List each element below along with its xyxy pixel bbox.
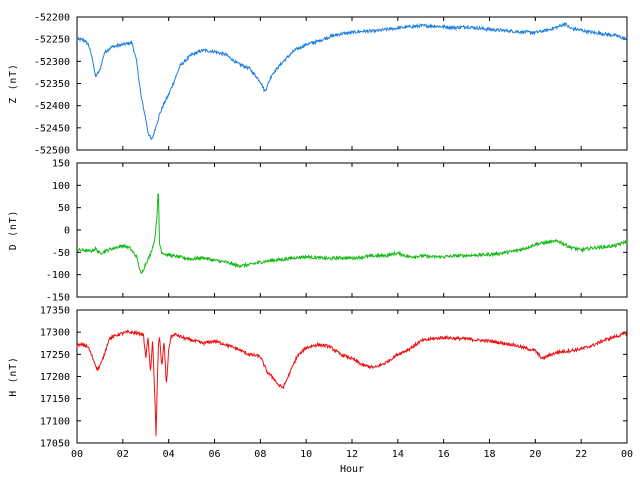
y-tick-label: -52300 — [34, 57, 70, 68]
x-tick-label: 14 — [392, 449, 404, 460]
y-tick-label: 50 — [58, 203, 70, 214]
plot-frame-2 — [76, 309, 628, 444]
x-tick-label: 16 — [438, 449, 450, 460]
y-axis-label: Z (nT) — [8, 63, 19, 103]
y-tick-label: 17300 — [40, 328, 70, 339]
y-tick-label: -52500 — [34, 146, 70, 157]
x-tick-label: 18 — [483, 449, 495, 460]
y-axis-label: H (nT) — [8, 356, 19, 396]
y-tick-label: -52250 — [34, 35, 70, 46]
y-tick-label: 17200 — [40, 372, 70, 383]
y-tick-label: 150 — [52, 159, 70, 170]
y-tick-label: 17050 — [40, 439, 70, 450]
y-tick-label: 100 — [52, 181, 70, 192]
x-tick-label: 04 — [163, 449, 175, 460]
y-tick-label: 17150 — [40, 394, 70, 405]
y-tick-label: -50 — [52, 248, 70, 259]
y-tick-label: -52350 — [34, 79, 70, 90]
y-tick-label: -52400 — [34, 101, 70, 112]
y-tick-label: -150 — [46, 293, 70, 304]
x-tick-label: 08 — [254, 449, 266, 460]
series-line-1 — [76, 193, 628, 274]
y-axis-label: D (nT) — [8, 210, 19, 250]
plot-frame-0 — [76, 16, 628, 151]
x-tick-label: 00 — [621, 449, 633, 460]
series-line-2 — [76, 329, 628, 437]
x-tick-label: 10 — [300, 449, 312, 460]
x-tick-label: 06 — [208, 449, 220, 460]
x-tick-label: 12 — [346, 449, 358, 460]
y-tick-label: 17250 — [40, 350, 70, 361]
x-tick-label: 02 — [117, 449, 129, 460]
x-tick-label: 22 — [575, 449, 587, 460]
y-tick-label: -52450 — [34, 123, 70, 134]
series-line-0 — [76, 21, 628, 140]
x-tick-label: 20 — [529, 449, 541, 460]
y-tick-label: -100 — [46, 270, 70, 281]
x-tick-label: 00 — [71, 449, 83, 460]
y-tick-label: 17100 — [40, 416, 70, 427]
y-tick-label: 17350 — [40, 306, 70, 317]
y-tick-label: 0 — [64, 226, 70, 237]
x-axis-label: Hour — [340, 464, 364, 475]
y-tick-label: -52200 — [34, 13, 70, 24]
